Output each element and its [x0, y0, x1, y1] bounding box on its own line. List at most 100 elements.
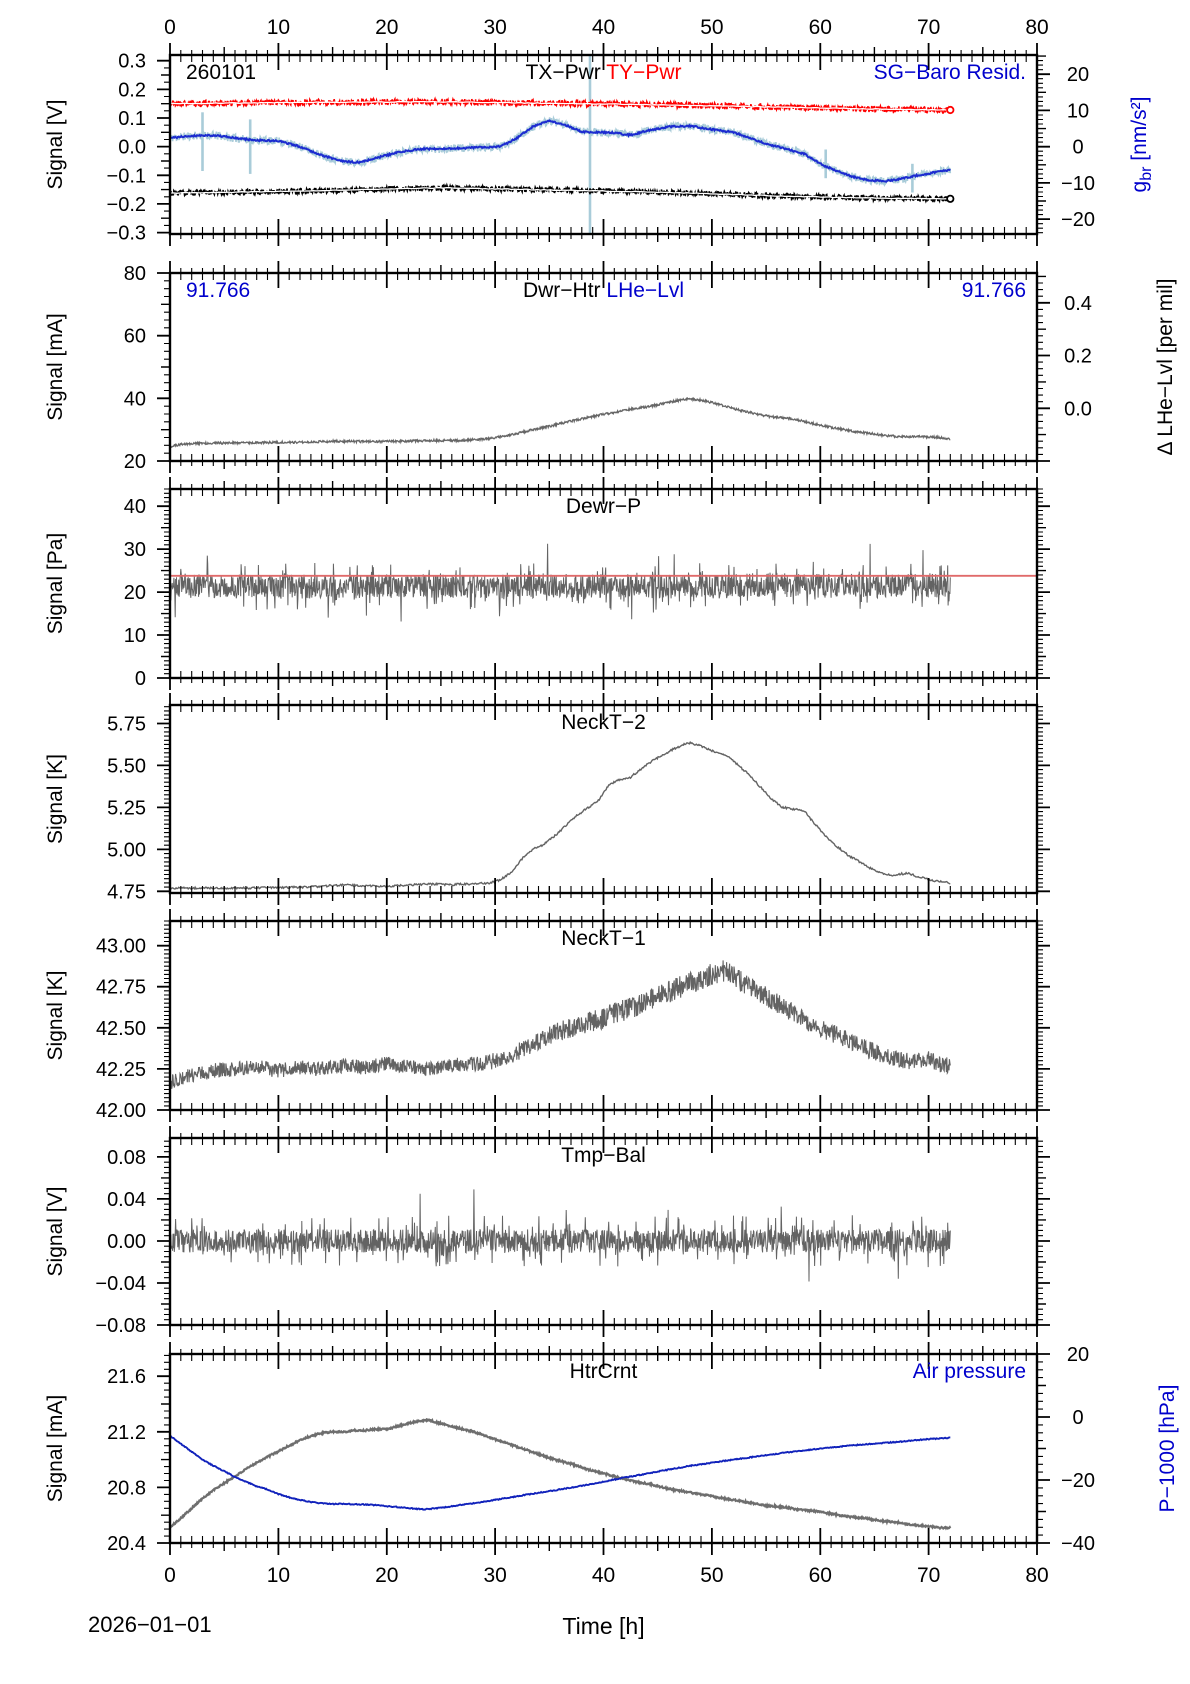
- panel-p4-left-tick-labels: 5.75 5.50 5.25 5.00 4.75: [107, 713, 146, 903]
- tick-label: 0: [1072, 1407, 1083, 1429]
- panel-p1-ticks-major: [157, 43, 1050, 246]
- panel-p4-title-center: NeckT−2: [561, 711, 646, 734]
- panel-p5-series: [170, 960, 951, 1089]
- panel-p3-frame: [168, 487, 1039, 680]
- tick-label: 0.4: [1064, 293, 1092, 315]
- panel-p2-left-axis-title: Signal [mA]: [44, 313, 67, 420]
- x-axis-top-labels: 0 10 20 30 40 50 60 70 80: [164, 16, 1049, 39]
- tick-label: 21.2: [107, 1422, 146, 1444]
- panel-p2-right-axis-title: Δ LHe−Lvl [per mil]: [1154, 279, 1177, 456]
- panel-p3-ticks-minor: [164, 484, 1043, 683]
- tick-label: 5.50: [107, 755, 146, 777]
- tick-label: 0.04: [107, 1189, 146, 1211]
- x-axis-top-label: 10: [267, 16, 290, 39]
- panel-p1-left-axis-title: Signal [V]: [44, 100, 67, 190]
- panel-p3-left-axis-title: Signal [Pa]: [44, 533, 67, 635]
- panel-p2-ticks-major: [157, 261, 1050, 473]
- panel-p2-series: [170, 396, 951, 449]
- tick-label: 40: [124, 388, 146, 410]
- series-dwr-htr: [170, 396, 951, 449]
- panel-p6: 0.08 0.04 0.00 −0.04 −0.08 Tmp−Bal Signal [V]: [44, 1126, 1050, 1337]
- series-dewr-p: [170, 543, 951, 622]
- panel-p1-title-right: SG−Baro Resid.: [874, 61, 1026, 84]
- series-tx-pwr-centerline: [170, 186, 951, 200]
- series-tx-pwr-end-marker: [946, 194, 955, 203]
- tick-label: 5.75: [107, 713, 146, 735]
- tick-label: 42.75: [96, 977, 146, 999]
- panel-p7-title-right: Air pressure: [913, 1360, 1026, 1383]
- tick-label: 0: [1072, 137, 1083, 159]
- series-sg-baro-resid: [170, 119, 951, 183]
- tick-label: 0: [135, 668, 146, 690]
- panel-p7-ticks-minor: [164, 1349, 1043, 1548]
- date-label: 2026−01−01: [88, 1612, 212, 1637]
- panel-p4: 5.75 5.50 5.25 5.00 4.75 NeckT−2 Signal [K]: [44, 693, 1050, 905]
- panel-p1-left-tick-labels: 0.3 0.2 0.1 0.0 −0.1 −0.2 −0.3: [107, 51, 146, 245]
- panel-p2: 80 60 40 20 0.4 0.2 0.0 91.766 Dwr−Htr LHe−Lvl 91…: [44, 261, 1177, 473]
- panel-p6-left-tick-labels: 0.08 0.04 0.00 −0.04 −0.08: [95, 1147, 146, 1337]
- tick-label: −0.2: [107, 194, 146, 216]
- tick-label: 0.1: [118, 108, 146, 130]
- panel-p5-frame: [168, 919, 1039, 1112]
- panel-p4-left-axis-title: Signal [K]: [44, 754, 67, 844]
- panel-p7-right-axis-title: P−1000 [hPa]: [1156, 1385, 1179, 1513]
- x-axis-bottom-label: 10: [267, 1564, 290, 1587]
- tick-label: 20: [1067, 64, 1089, 86]
- panel-p2-frame: [168, 271, 1039, 463]
- series-neckt-1: [170, 960, 951, 1089]
- panel-p5-title-center: NeckT−1: [561, 927, 646, 950]
- series-ty-pwr-centerline: [170, 100, 951, 111]
- panel-p7-right-tick-labels: 20 0 −20 −40: [1061, 1344, 1095, 1555]
- tick-label: 43.00: [96, 936, 146, 958]
- panel-p5-left-axis-title: Signal [K]: [44, 971, 67, 1061]
- panel-p1-ticks-medium: [161, 47, 1046, 242]
- tick-label: −0.1: [107, 165, 146, 187]
- panel-p3-ticks-medium: [161, 481, 1046, 686]
- panel-p6-ticks-minor: [164, 1133, 1043, 1330]
- series-tmp-bal: [170, 1189, 951, 1282]
- panel-p1-right-axis-title: gbr [nm/s²]: [1128, 97, 1155, 193]
- tick-label: −0.04: [95, 1273, 146, 1295]
- tick-label: 42.00: [96, 1100, 146, 1122]
- panel-p1-right-tick-labels: 20 10 0 −10 −20: [1061, 64, 1095, 231]
- panel-p2-title-left: 91.766: [186, 279, 250, 302]
- tick-label: 21.6: [107, 1366, 146, 1388]
- tick-label: 80: [124, 263, 146, 285]
- panel-p5-left-tick-labels: 43.00 42.75 42.50 42.25 42.00: [96, 936, 146, 1122]
- panel-p1-ticks-minor: [164, 50, 1043, 239]
- series-ty-pwr-end-marker: [946, 105, 955, 115]
- panel-p6-left-axis-title: Signal [V]: [44, 1187, 67, 1277]
- tick-label: 0.2: [118, 79, 146, 101]
- x-axis-bottom-label: 20: [375, 1564, 398, 1587]
- panel-p2-title-right: 91.766: [962, 279, 1026, 302]
- series-sg-baro-raw: [170, 114, 952, 187]
- tick-label: 20.8: [107, 1477, 146, 1499]
- panel-p3-left-tick-labels: 40 30 20 10 0: [124, 496, 146, 690]
- panel-p7-ticks-medium: [161, 1346, 1046, 1551]
- tick-label: 10: [1067, 100, 1089, 122]
- x-axis-top-label: 40: [592, 16, 615, 39]
- panel-p1: 0.3 0.2 0.1 0.0 −0.1 −0.2 −0.3 20 10 0 −10 −20 26010…: [44, 43, 1155, 246]
- x-axis-top-label: 80: [1025, 16, 1048, 39]
- panel-p2-ticks-medium: [161, 265, 1046, 469]
- tick-label: 60: [124, 326, 146, 348]
- tick-label: 10: [124, 625, 146, 647]
- panel-p3-series: [170, 543, 1037, 622]
- panel-p1-series: [170, 55, 952, 234]
- tick-label: 0.2: [1064, 346, 1092, 368]
- panel-p3-title-center: Dewr−P: [566, 495, 641, 518]
- x-axis-title: Time [h]: [562, 1613, 644, 1639]
- panel-p4-ticks-medium: [223, 697, 984, 901]
- tick-label: 42.50: [96, 1018, 146, 1040]
- panel-p2-left-tick-labels: 80 60 40 20: [124, 263, 146, 473]
- x-axis-top-label: 60: [809, 16, 832, 39]
- x-axis-top-label: 70: [917, 16, 940, 39]
- tick-label: 20.4: [107, 1533, 146, 1555]
- tick-label: 4.75: [107, 881, 146, 903]
- x-axis-bottom-label: 0: [164, 1564, 176, 1587]
- tick-label: 20: [124, 582, 146, 604]
- panel-p3: 40 30 20 10 0 Dewr−P Signal [Pa]: [44, 477, 1050, 690]
- panel-p2-title-center: Dwr−Htr LHe−Lvl: [523, 279, 684, 302]
- panel-p5-ticks-minor: [164, 916, 1043, 1115]
